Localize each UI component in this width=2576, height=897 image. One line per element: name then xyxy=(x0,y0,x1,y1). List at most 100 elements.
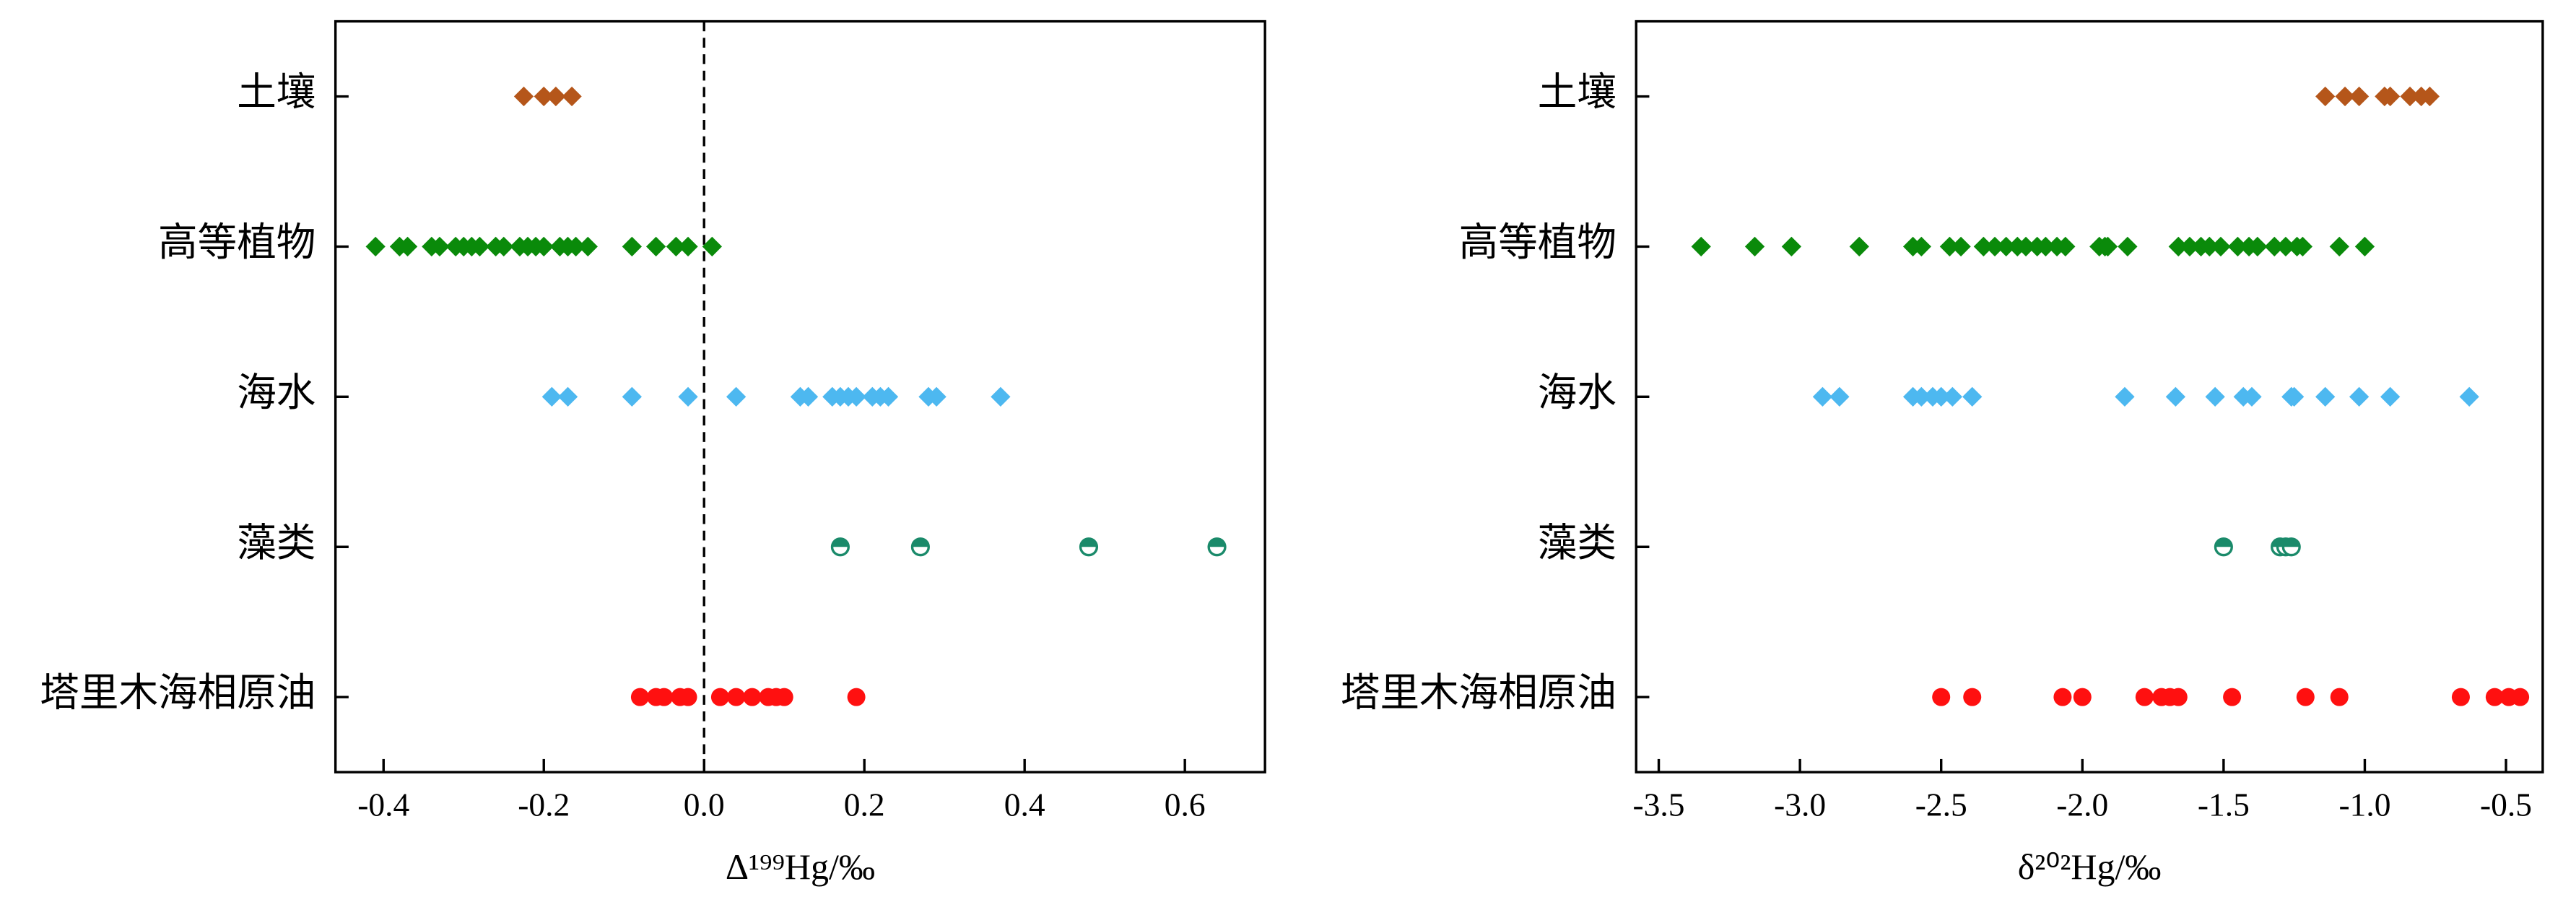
circle-point xyxy=(2451,688,2470,706)
circle-point xyxy=(630,688,649,706)
y-tick-label: 海水 xyxy=(1538,370,1616,415)
x-tick-label: 0.0 xyxy=(684,786,725,823)
circle-point xyxy=(2296,688,2315,706)
circle-point xyxy=(743,688,762,706)
panel: -0.4 -0.2 0.0 0.2 0.4 0.6 Δ¹⁹⁹Hg/‰ 土壤高等植物海水藻类塔里… xyxy=(40,20,1266,887)
circle-point xyxy=(2135,688,2154,706)
circle-point xyxy=(2073,688,2092,706)
diamond-point xyxy=(1691,236,1711,257)
circle-point xyxy=(655,688,674,706)
diamond-point xyxy=(2315,86,2336,107)
diamond-point xyxy=(726,386,747,407)
circle-point xyxy=(847,688,866,706)
diamond-point xyxy=(1996,236,2016,257)
diamond-point xyxy=(678,386,698,407)
diamond-point xyxy=(578,236,598,257)
x-tick-label: -3.5 xyxy=(1633,786,1685,823)
diamond-point xyxy=(2165,386,2186,407)
diamond-point xyxy=(2349,386,2370,407)
diamond-point xyxy=(2292,236,2313,257)
diamond-point xyxy=(2349,86,2370,107)
diamond-point xyxy=(2097,236,2118,257)
half-circle-point xyxy=(2281,537,2301,557)
diamond-point xyxy=(2055,236,2076,257)
diamond-point xyxy=(2354,236,2375,257)
diamond-point xyxy=(666,236,687,257)
diamond-point xyxy=(1849,236,1869,257)
diamond-point xyxy=(2335,86,2355,107)
diamond-point xyxy=(1812,386,1833,407)
diamond-point xyxy=(2264,236,2284,257)
diamond-point xyxy=(2315,386,2336,407)
diamond-point xyxy=(2016,236,2036,257)
x-tick-label: -3.0 xyxy=(1774,786,1826,823)
diamond-point xyxy=(2400,86,2420,107)
diamond-point xyxy=(2329,236,2349,257)
circle-point xyxy=(2169,688,2188,706)
y-tick-label: 海水 xyxy=(237,370,316,415)
y-tick-label: 高等植物 xyxy=(1459,220,1616,264)
x-axis-label: δ²⁰²Hg/‰ xyxy=(2018,846,2162,887)
circle-point xyxy=(710,688,729,706)
circle-point xyxy=(727,688,746,706)
diamond-point xyxy=(926,386,947,407)
diamond-point xyxy=(534,86,554,107)
circle-point xyxy=(775,688,793,706)
diamond-point xyxy=(2459,386,2479,407)
point-half xyxy=(2283,538,2300,547)
panel: -3.5 -3.0 -2.5 -2.0 -1.5 -1.0 -0.5 δ²⁰²Hg/‰ 土壤高等… xyxy=(1341,20,2544,887)
diamond-point xyxy=(1951,236,1971,257)
x-tick-label: -0.2 xyxy=(518,786,570,823)
diamond-point xyxy=(702,236,722,257)
point-half xyxy=(1080,538,1097,547)
y-tick-label: 高等植物 xyxy=(158,220,316,264)
x-tick-label: 0.4 xyxy=(1004,786,1045,823)
diamond-point xyxy=(469,236,490,257)
diamond-point xyxy=(534,236,554,257)
diamond-point xyxy=(622,386,642,407)
y-tick-label: 藻类 xyxy=(237,521,316,565)
half-circle-point xyxy=(910,537,930,557)
diamond-point xyxy=(2211,236,2231,257)
diamond-point xyxy=(2180,236,2200,257)
point-half xyxy=(2215,538,2232,547)
diamond-point xyxy=(2380,86,2401,107)
diamond-point xyxy=(2380,386,2401,407)
circle-point xyxy=(2511,688,2530,706)
point-half xyxy=(912,538,929,547)
point-half xyxy=(1209,538,1225,547)
diamond-point xyxy=(622,236,642,257)
diamond-point xyxy=(565,236,586,257)
diamond-point xyxy=(557,386,578,407)
diamond-point xyxy=(991,386,1011,407)
y-tick-label: 土壤 xyxy=(1538,70,1616,114)
diamond-point xyxy=(2199,236,2219,257)
half-circle-point xyxy=(1079,537,1099,557)
circle-point xyxy=(1932,688,1951,706)
circle-point xyxy=(2223,688,2242,706)
x-tick-label: -2.0 xyxy=(2056,786,2108,823)
half-circle-point xyxy=(1207,537,1227,557)
diamond-point xyxy=(2168,236,2188,257)
diamond-point xyxy=(645,236,666,257)
plot-frame xyxy=(1635,20,2544,774)
y-tick-label: 塔里木海相原油 xyxy=(40,671,316,715)
diamond-point xyxy=(365,236,386,257)
y-tick-label: 藻类 xyxy=(1538,521,1616,565)
diamond-point xyxy=(2419,86,2440,107)
diamond-point xyxy=(2115,386,2135,407)
circle-point xyxy=(2485,688,2504,706)
circle-point xyxy=(1963,688,1982,706)
y-tick-label: 土壤 xyxy=(237,70,316,114)
diamond-point xyxy=(2227,236,2248,257)
diamond-point xyxy=(1781,236,1802,257)
x-tick-label: -0.4 xyxy=(357,786,409,823)
diamond-point xyxy=(2035,236,2056,257)
diamond-point xyxy=(1939,236,1960,257)
diamond-point xyxy=(1744,236,1765,257)
diamond-point xyxy=(2205,386,2225,407)
diamond-point xyxy=(2248,236,2268,257)
diamond-point xyxy=(1911,236,1931,257)
diamond-point xyxy=(1985,236,2005,257)
